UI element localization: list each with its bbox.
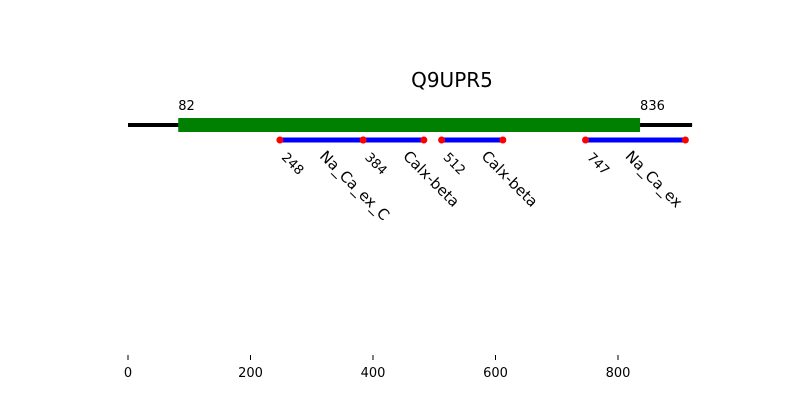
x-axis: 0 200 400 600 800 bbox=[124, 355, 631, 381]
x-tick-label: 400 bbox=[361, 366, 386, 381]
domain-start-marker bbox=[582, 136, 590, 144]
x-tick-label: 600 bbox=[483, 366, 508, 381]
x-tick-label: 0 bbox=[124, 366, 132, 381]
domain-start-marker bbox=[359, 136, 367, 144]
x-tick-label: 200 bbox=[238, 366, 263, 381]
region-start-label: 82 bbox=[178, 99, 195, 114]
domain-end-marker bbox=[499, 136, 507, 144]
region-end-label: 836 bbox=[640, 99, 665, 114]
domain-end-marker bbox=[681, 136, 689, 144]
domain-start-marker bbox=[276, 136, 284, 144]
chart-title: Q9UPR5 bbox=[411, 68, 493, 92]
x-tick-label: 800 bbox=[606, 366, 631, 381]
domain-end-marker bbox=[420, 136, 428, 144]
region-bar bbox=[178, 118, 641, 132]
domain-start-marker bbox=[438, 136, 446, 144]
